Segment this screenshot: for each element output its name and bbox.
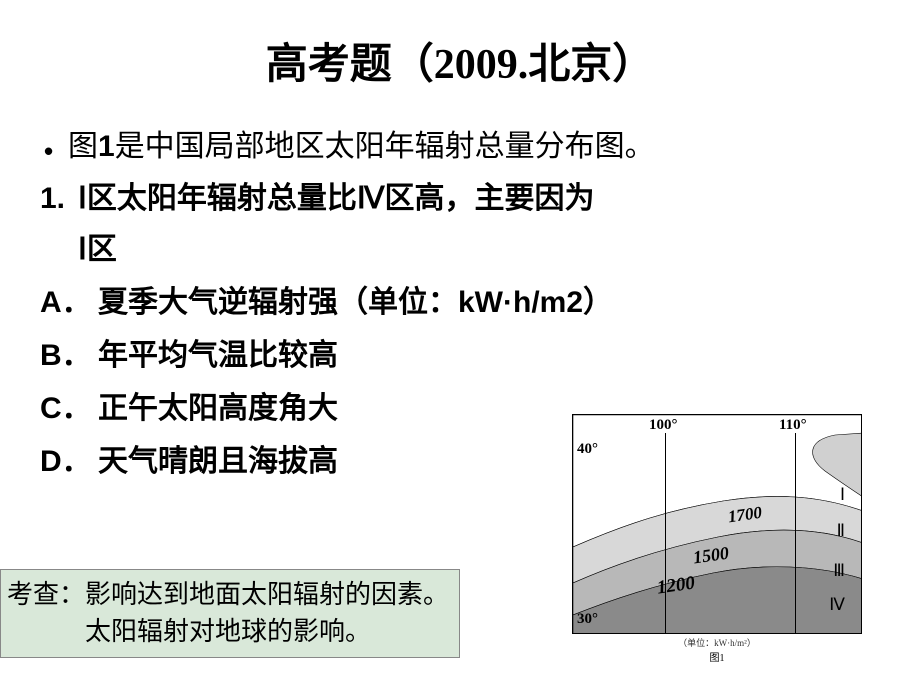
intro-bullet: • 图1是中国局部地区太阳年辐射总量分布图。 (40, 121, 880, 173)
option-a: A． 夏季大气逆辐射强（单位：kW·h/m2） (40, 277, 880, 328)
option-d-label: D． (40, 436, 98, 487)
option-a-label: A． (40, 277, 98, 328)
exam-note: 考查：影响达到地面太阳辐射的因素。 太阳辐射对地球的影响。 (0, 569, 460, 658)
longitude-label: 110° (779, 417, 807, 434)
question-text: Ⅰ区太阳年辐射总量比Ⅳ区高，主要因为 Ⅰ区 (78, 173, 880, 275)
zone-label: Ⅳ (829, 595, 845, 615)
option-b: B． 年平均气温比较高 (40, 330, 880, 381)
map-figure: 100°110°40°30°ⅠⅡⅢⅣ170015001200 （单位：kW·h/… (572, 414, 862, 664)
map-svg (573, 415, 862, 634)
map-box: 100°110°40°30°ⅠⅡⅢⅣ170015001200 (572, 414, 862, 634)
note-line2: 太阳辐射对地球的影响。 (7, 613, 449, 651)
zone-label: Ⅲ (833, 561, 845, 581)
latitude-label: 30° (577, 611, 598, 628)
option-a-text: 夏季大气逆辐射强（单位：kW·h/m2） (98, 277, 880, 328)
zone-label: Ⅰ (840, 485, 845, 505)
latitude-label: 40° (577, 441, 598, 458)
bullet-marker: • (40, 121, 68, 173)
question: 1. Ⅰ区太阳年辐射总量比Ⅳ区高，主要因为 Ⅰ区 (40, 173, 880, 275)
meridian-line (665, 433, 666, 633)
title-location: 北京） (528, 42, 654, 88)
longitude-label: 100° (649, 417, 678, 434)
option-b-text: 年平均气温比较高 (98, 330, 880, 381)
slide-title: 高考题（2009.北京） (40, 30, 880, 91)
option-c-label: C． (40, 383, 98, 434)
title-prefix: 高考题（ (266, 42, 434, 88)
note-line1: 考查：影响达到地面太阳辐射的因素。 (7, 576, 449, 614)
question-number: 1. (40, 173, 78, 224)
option-b-label: B． (40, 330, 98, 381)
map-caption: （单位：kW·h/m²） 图1 (572, 636, 862, 664)
intro-text: 图1是中国局部地区太阳年辐射总量分布图。 (68, 121, 880, 172)
title-year: 2009. (434, 42, 529, 88)
meridian-line (795, 433, 796, 633)
zone-label: Ⅱ (837, 521, 845, 541)
